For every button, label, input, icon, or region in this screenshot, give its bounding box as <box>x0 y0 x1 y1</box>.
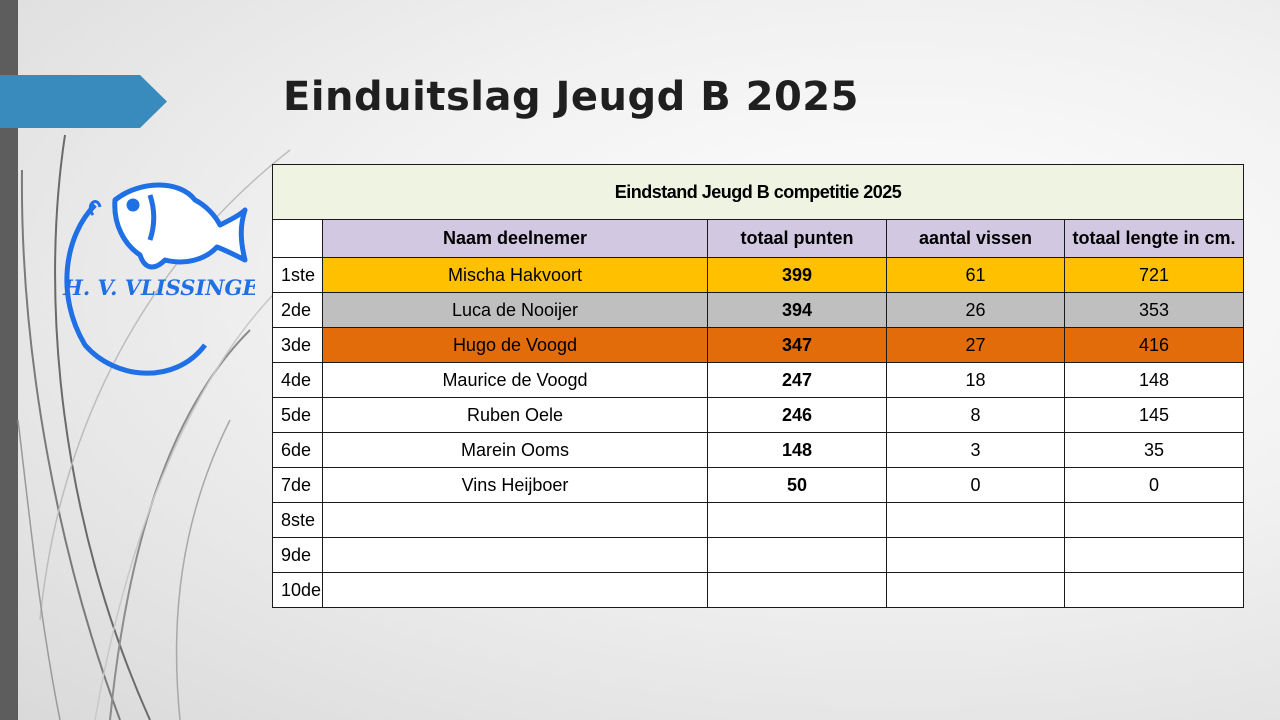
length-cell: 148 <box>1064 362 1244 398</box>
points-cell <box>707 572 887 608</box>
rank-cell: 3de <box>272 327 323 363</box>
fish-icon <box>112 182 248 270</box>
name-cell: Hugo de Voogd <box>322 327 708 363</box>
rank-cell: 7de <box>272 467 323 503</box>
column-header-points: totaal punten <box>707 219 887 258</box>
fish-cell: 18 <box>886 362 1065 398</box>
rank-cell: 8ste <box>272 502 323 538</box>
length-cell <box>1064 537 1244 573</box>
table-row: 1ste Mischa Hakvoort 399 61 721 <box>272 257 1244 293</box>
table-row: 8ste <box>272 502 1244 538</box>
length-cell <box>1064 502 1244 538</box>
length-cell: 0 <box>1064 467 1244 503</box>
points-cell: 50 <box>707 467 887 503</box>
table-caption-row: Eindstand Jeugd B competitie 2025 <box>272 164 1244 220</box>
rank-cell: 1ste <box>272 257 323 293</box>
points-cell: 247 <box>707 362 887 398</box>
fish-cell <box>886 537 1065 573</box>
left-accent-bar <box>0 0 18 720</box>
table-row: 9de <box>272 537 1244 573</box>
name-cell: Vins Heijboer <box>322 467 708 503</box>
table-row: 7de Vins Heijboer 50 0 0 <box>272 467 1244 503</box>
length-cell: 416 <box>1064 327 1244 363</box>
length-cell <box>1064 572 1244 608</box>
name-cell: Ruben Oele <box>322 397 708 433</box>
fish-cell: 27 <box>886 327 1065 363</box>
points-cell: 347 <box>707 327 887 363</box>
name-cell <box>322 537 708 573</box>
length-cell: 145 <box>1064 397 1244 433</box>
fish-cell: 3 <box>886 432 1065 468</box>
table-row: 2de Luca de Nooijer 394 26 353 <box>272 292 1244 328</box>
points-cell <box>707 537 887 573</box>
rank-cell: 9de <box>272 537 323 573</box>
logo-text: H. V. VLISSINGEN <box>62 275 255 300</box>
table-row: 6de Marein Ooms 148 3 35 <box>272 432 1244 468</box>
fish-cell: 26 <box>886 292 1065 328</box>
rank-cell: 6de <box>272 432 323 468</box>
column-header-fish: aantal vissen <box>886 219 1065 258</box>
name-cell: Luca de Nooijer <box>322 292 708 328</box>
table-caption: Eindstand Jeugd B competitie 2025 <box>272 164 1244 220</box>
column-header-length: totaal lengte in cm. <box>1064 219 1244 258</box>
points-cell: 246 <box>707 397 887 433</box>
points-cell: 399 <box>707 257 887 293</box>
fish-cell: 8 <box>886 397 1065 433</box>
fish-cell <box>886 572 1065 608</box>
points-cell <box>707 502 887 538</box>
rank-cell: 5de <box>272 397 323 433</box>
name-cell: Maurice de Voogd <box>322 362 708 398</box>
results-table: Eindstand Jeugd B competitie 2025 Naam d… <box>272 164 1244 608</box>
points-cell: 394 <box>707 292 887 328</box>
fishing-line-icon <box>64 203 207 376</box>
length-cell: 721 <box>1064 257 1244 293</box>
fish-cell <box>886 502 1065 538</box>
column-header-rank <box>272 219 323 258</box>
rank-cell: 4de <box>272 362 323 398</box>
name-cell: Marein Ooms <box>322 432 708 468</box>
rank-cell: 2de <box>272 292 323 328</box>
name-cell <box>322 502 708 538</box>
table-row: 5de Ruben Oele 246 8 145 <box>272 397 1244 433</box>
table-row: 3de Hugo de Voogd 347 27 416 <box>272 327 1244 363</box>
length-cell: 35 <box>1064 432 1244 468</box>
table-header-row: Naam deelnemer totaal punten aantal viss… <box>272 219 1244 258</box>
table-row: 4de Maurice de Voogd 247 18 148 <box>272 362 1244 398</box>
title-arrow-shape <box>0 75 167 128</box>
fish-cell: 61 <box>886 257 1065 293</box>
length-cell: 353 <box>1064 292 1244 328</box>
points-cell: 148 <box>707 432 887 468</box>
column-header-name: Naam deelnemer <box>322 219 708 258</box>
fish-cell: 0 <box>886 467 1065 503</box>
rank-cell: 10de <box>272 572 323 608</box>
name-cell <box>322 572 708 608</box>
slide-title: Einduitslag Jeugd B 2025 <box>283 74 859 120</box>
table-row: 10de <box>272 572 1244 608</box>
club-logo: H. V. VLISSINGEN <box>62 182 255 376</box>
name-cell: Mischa Hakvoort <box>322 257 708 293</box>
